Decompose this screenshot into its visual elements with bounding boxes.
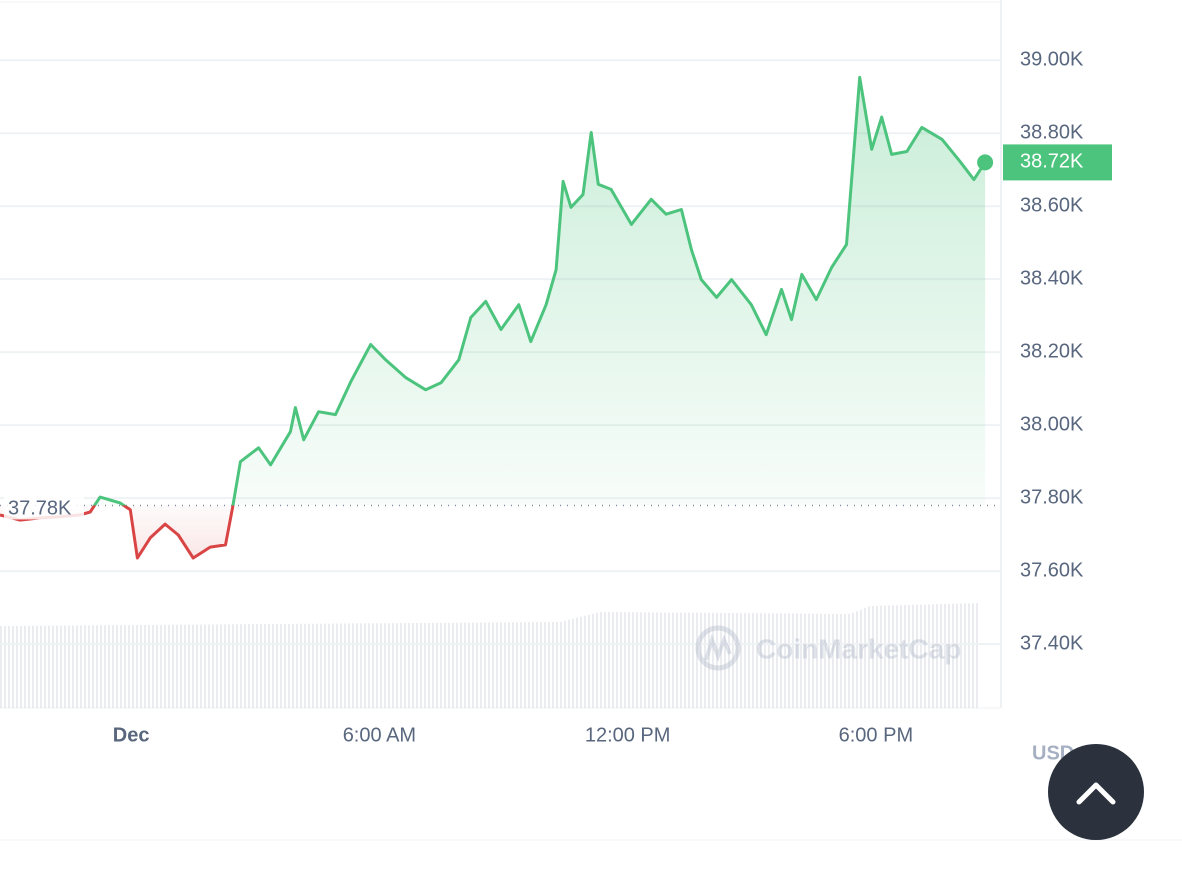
y-tick-label: 38.20K [1020,340,1084,362]
y-tick-label: 38.60K [1020,194,1084,216]
y-tick-label: 38.00K [1020,413,1084,435]
chevron-up-icon[interactable] [1076,782,1116,805]
y-tick-label: 38.40K [1020,267,1084,289]
scroll-top-button[interactable] [1048,744,1144,840]
x-tick-label: 12:00 PM [585,724,671,746]
baseline-label: 37.78K [8,498,72,520]
price-line [0,75,987,560]
current-label-bg [1003,144,1112,181]
scroll-top-circle[interactable] [1048,744,1144,840]
x-tick-label: 6:00 PM [839,724,913,746]
watermark: CoinMarketCap [695,625,961,671]
baseline-label-bg [4,491,84,520]
y-tick-label: 39.00K [1020,48,1084,70]
watermark-text: CoinMarketCap [756,633,961,664]
y-tick-label: 37.80K [1020,486,1084,508]
current-dot [977,154,994,171]
x-tick-label: 6:00 AM [343,724,416,746]
x-tick-label: Dec [113,724,150,746]
y-tick-label: 37.40K [1020,632,1084,654]
area [0,77,986,559]
y-tick-label: 38.80K [1020,121,1084,143]
volume-bars [0,603,980,708]
current-price-label: 38.72K [1020,151,1084,173]
y-tick-label: 37.60K [1020,559,1084,581]
